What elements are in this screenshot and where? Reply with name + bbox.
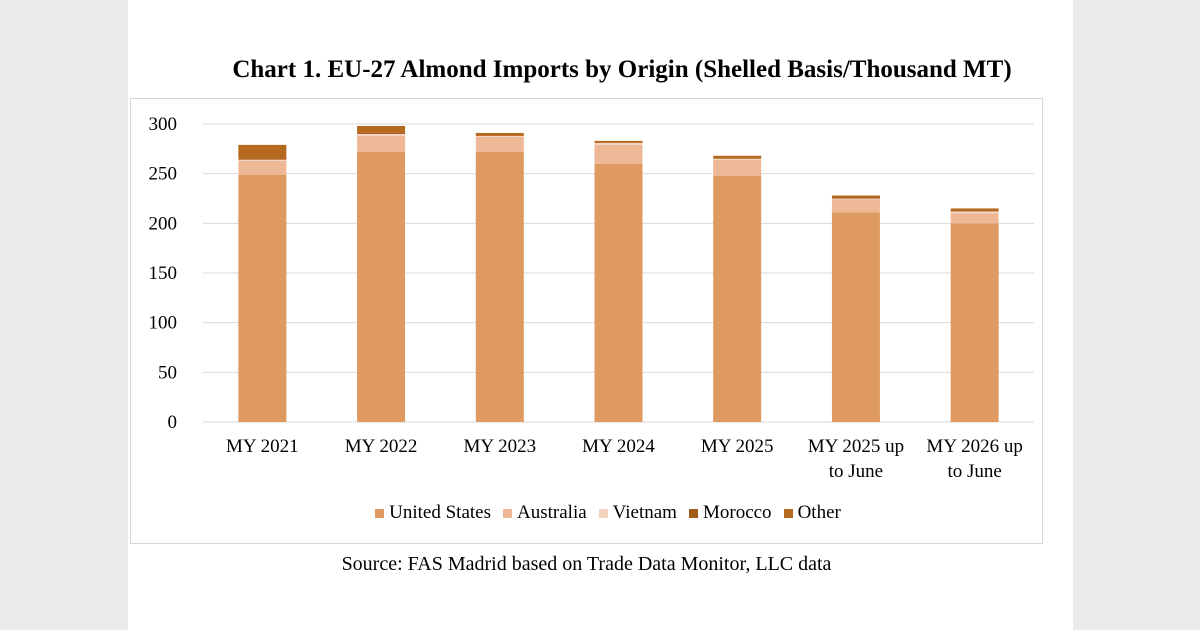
legend-label: Australia	[517, 502, 587, 523]
chart-title: Chart 1. EU-27 Almond Imports by Origin …	[232, 56, 1012, 83]
bar-segment-vietnam	[594, 142, 643, 145]
legend-swatch	[375, 508, 385, 518]
y-tick-label: 50	[158, 362, 177, 383]
legend-label: United States	[389, 502, 492, 523]
bar-segment-united-states	[475, 151, 524, 422]
x-tick-label: to June	[829, 461, 883, 482]
bar-segment-united-states	[238, 174, 287, 422]
legend-swatch	[783, 508, 793, 518]
y-tick-label: 0	[168, 412, 178, 433]
bar-segment-other	[238, 144, 287, 160]
legend-swatch	[598, 508, 608, 518]
bar-segment-australia	[238, 160, 287, 175]
bar-segment-australia	[831, 199, 880, 213]
legend-item: United States	[375, 502, 491, 524]
bar-segment-australia	[950, 213, 999, 224]
x-tick-label: MY 2024	[582, 436, 655, 457]
x-tick-label: MY 2023	[463, 436, 536, 457]
bar-segment-australia	[594, 144, 643, 164]
bar-segment-australia	[475, 136, 524, 152]
bar-segment-vietnam	[713, 158, 762, 160]
bar-segment-vietnam	[238, 159, 287, 161]
y-tick-label: 250	[149, 164, 178, 185]
bar-segment-australia	[357, 135, 406, 152]
bar-segment-other	[950, 208, 999, 211]
chart-legend: United States Australia Vietnam Morocco Othe…	[8, 502, 1200, 524]
bar-segment-australia	[713, 159, 762, 176]
bar-segment-morocco	[950, 210, 999, 212]
legend-swatch	[688, 508, 698, 518]
legend-item: Other	[783, 502, 841, 524]
chart-source-note: Source: FAS Madrid based on Trade Data M…	[341, 553, 832, 575]
x-tick-label: MY 2025 up	[808, 436, 904, 457]
legend-label: Vietnam	[612, 502, 677, 523]
bar-segment-vietnam	[831, 198, 880, 200]
x-tick-label: MY 2026 up	[926, 436, 1022, 457]
x-tick-label: MY 2021	[226, 436, 299, 457]
stacked-bar-chart: 0 50 100 150 200 250 300 MY 2021 MY 2022 MY 2023 M…	[149, 114, 1034, 482]
bar-segment-other	[831, 195, 880, 198]
y-tick-label: 200	[149, 213, 178, 234]
x-tick-label: to June	[947, 461, 1001, 482]
bar-segment-other	[594, 140, 643, 143]
legend-label: Other	[797, 502, 841, 523]
bar-segment-other	[357, 125, 406, 133]
y-tick-label: 150	[149, 263, 178, 284]
bar-segment-united-states	[831, 212, 880, 422]
bar-segment-united-states	[950, 223, 999, 422]
bar-segment-united-states	[594, 163, 643, 422]
chart-area: 0 50 100 150 200 250 300 MY 2021 MY 2022 MY 2023 M…	[130, 98, 1043, 544]
legend-label: Morocco	[702, 502, 772, 523]
bar-segment-other	[713, 155, 762, 159]
bar-segment-other	[475, 132, 524, 136]
y-tick-label: 300	[149, 114, 178, 135]
bar-segment-vietnam	[357, 133, 406, 136]
x-tick-label: MY 2022	[345, 436, 418, 457]
y-tick-label: 100	[149, 313, 178, 334]
bar-segment-morocco	[831, 197, 880, 199]
bar-segment-morocco	[357, 132, 406, 134]
legend-item: Australia	[503, 502, 587, 524]
bar-segment-vietnam	[950, 211, 999, 214]
legend-swatch	[503, 508, 513, 518]
x-tick-label: MY 2025	[701, 436, 774, 457]
legend-item: Vietnam	[598, 502, 677, 524]
bar-segment-united-states	[357, 151, 406, 422]
bar-segment-united-states	[713, 175, 762, 422]
bar-segment-vietnam	[475, 135, 524, 137]
legend-item: Morocco	[688, 502, 772, 524]
